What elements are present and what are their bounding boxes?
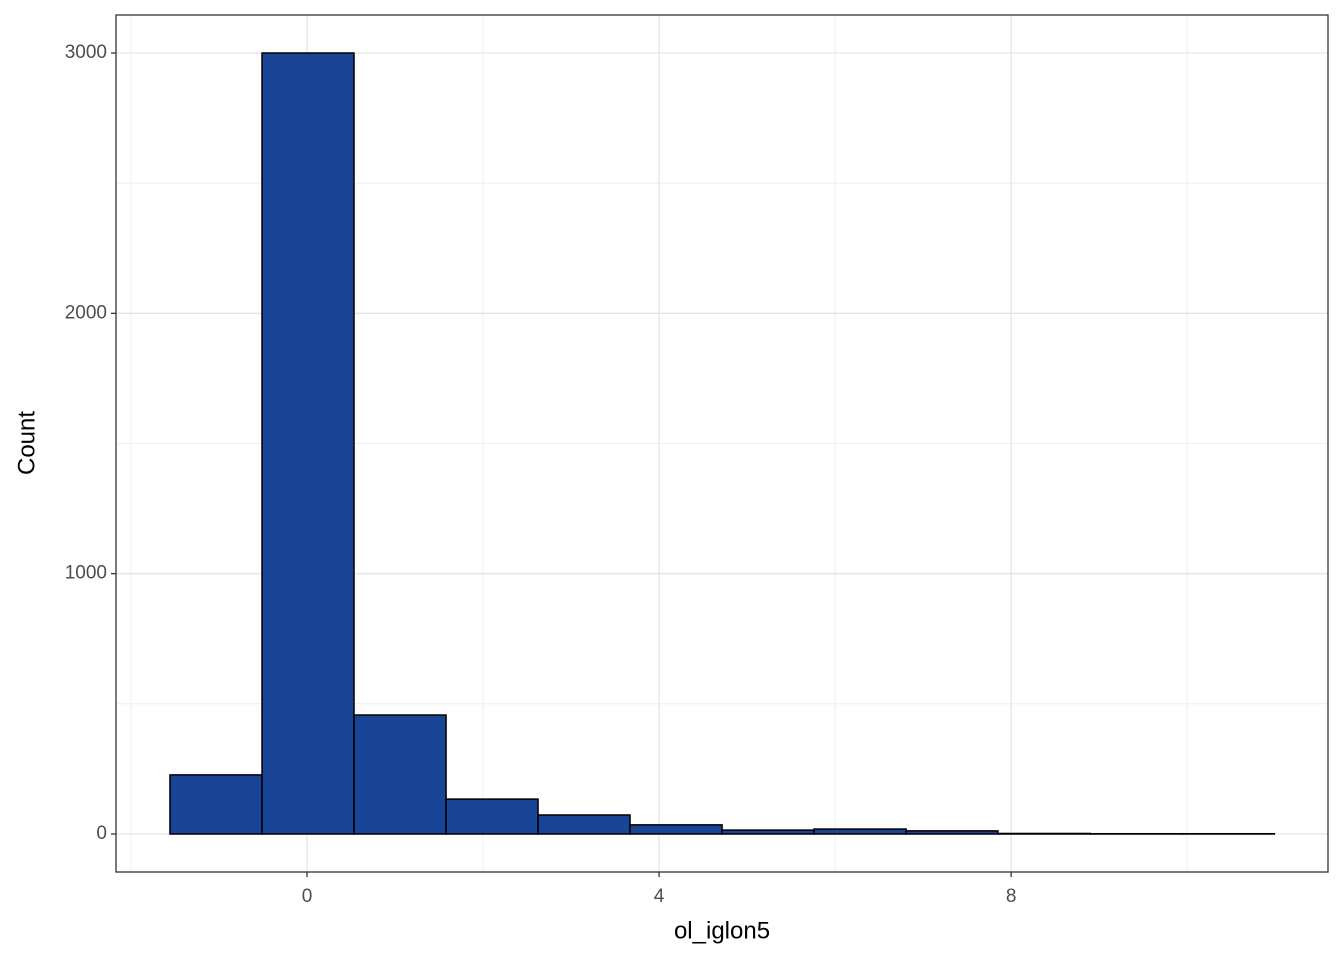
bar bbox=[353, 714, 447, 835]
bar bbox=[721, 829, 815, 835]
y-tick-label: 2000 bbox=[65, 302, 107, 323]
bar bbox=[997, 832, 1092, 835]
bar bbox=[813, 828, 907, 835]
x-axis-title: ol_iglon5 bbox=[674, 917, 770, 944]
bar bbox=[905, 830, 999, 835]
bars bbox=[169, 52, 1276, 835]
bar bbox=[537, 814, 631, 835]
y-tick-label: 0 bbox=[96, 823, 107, 844]
panel-border bbox=[115, 14, 1329, 873]
x-tick-label: 4 bbox=[654, 886, 665, 907]
y-tick-label: 1000 bbox=[65, 563, 107, 584]
y-tick-label: 3000 bbox=[65, 42, 107, 63]
x-tick-label: 8 bbox=[1006, 886, 1017, 907]
bar bbox=[445, 798, 539, 835]
bar bbox=[169, 774, 263, 835]
x-tick-label: 0 bbox=[302, 886, 313, 907]
bar bbox=[261, 52, 355, 835]
y-axis-title: Count bbox=[13, 411, 40, 475]
bar bbox=[629, 824, 723, 835]
